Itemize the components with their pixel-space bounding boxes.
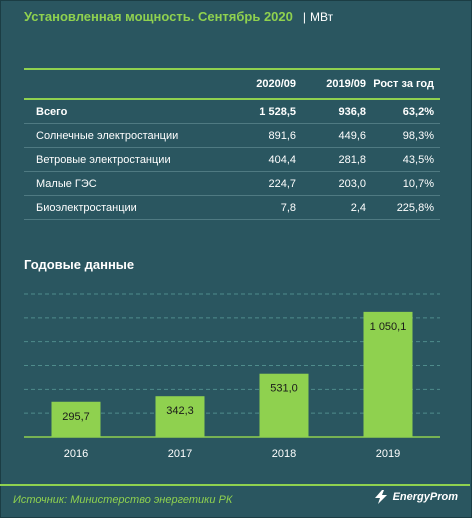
header: Установленная мощность. Сентябрь 2020 | … — [24, 9, 333, 27]
table-cell: 7,8 — [280, 201, 296, 214]
footer-divider — [0, 484, 470, 486]
table-divider — [24, 98, 440, 100]
x-tick-label: 2019 — [376, 448, 400, 460]
table-cell: 281,8 — [338, 153, 366, 166]
x-tick-label: 2017 — [168, 448, 192, 460]
title-separator: | — [302, 10, 306, 24]
table-cell: 891,6 — [268, 129, 296, 142]
bar-2018 — [259, 373, 309, 437]
x-tick-label: 2018 — [272, 448, 296, 460]
capacity-table: 2020/09 2019/09 Рост за год Всего 1 528,… — [24, 68, 440, 220]
table-row: Всего 1 528,5 936,8 63,2% — [24, 100, 440, 123]
table-cell: 203,0 — [338, 177, 366, 190]
table-cell: 225,8% — [396, 201, 434, 214]
x-tick-label: 2016 — [64, 448, 88, 460]
brand-logo: EnergyProm — [373, 490, 458, 504]
table-divider — [24, 195, 440, 196]
bolt-icon — [374, 490, 387, 504]
table-cell: Малые ГЭС — [36, 177, 97, 190]
page-title: Установленная мощность. Сентябрь 2020 — [24, 9, 293, 24]
table-cell: 1 528,5 — [259, 105, 296, 118]
source-note: Источник: Министерство энергетики РК — [13, 494, 233, 506]
bar-2016 — [51, 401, 101, 437]
table-header-cell: 2019/09 — [326, 78, 366, 90]
table-cell: Всего — [36, 105, 68, 118]
table-divider — [24, 123, 440, 124]
table-row: Солнечные электростанции 891,6 449,6 98,… — [24, 124, 440, 147]
table-row: Ветровые электростанции 404,4 281,8 43,5… — [24, 148, 440, 171]
chart-title: Годовые данные — [24, 257, 135, 272]
data-label: 295,7 — [62, 411, 90, 423]
table-header-cell: Рост за год — [373, 78, 434, 90]
table-cell: 224,7 — [268, 177, 296, 190]
table-cell: 43,5% — [402, 153, 434, 166]
title-unit: МВт — [310, 10, 334, 24]
table-divider — [24, 147, 440, 148]
bar-2019 — [363, 311, 413, 437]
table-cell: 98,3% — [402, 129, 434, 142]
table-cell: Биоэлектростанции — [36, 201, 137, 214]
table-cell: 2,4 — [350, 201, 366, 214]
brand-name: EnergyProm — [392, 491, 458, 503]
table-cell: Ветровые электростанции — [36, 153, 171, 166]
table-row: Малые ГЭС 224,7 203,0 10,7% — [24, 172, 440, 195]
data-label: 531,0 — [270, 383, 298, 395]
table-cell: 936,8 — [338, 105, 366, 118]
table-header-row: 2020/09 2019/09 Рост за год — [24, 70, 440, 98]
table-header-cell: 2020/09 — [256, 78, 296, 90]
table-cell: 63,2% — [402, 105, 434, 118]
table-cell: 449,6 — [338, 129, 366, 142]
annual-bar-chart: 295,7 2016 342,3 2017 531,0 2018 1 050,1 2019 — [24, 293, 440, 460]
bar-2017 — [155, 396, 205, 437]
table-divider — [24, 171, 440, 172]
table-divider — [24, 219, 440, 220]
table-cell: 10,7% — [402, 177, 434, 190]
table-cell: Солнечные электростанции — [36, 129, 179, 142]
data-label: 1 050,1 — [370, 321, 407, 333]
table-cell: 404,4 — [268, 153, 296, 166]
data-label: 342,3 — [166, 405, 194, 417]
table-row: Биоэлектростанции 7,8 2,4 225,8% — [24, 196, 440, 219]
